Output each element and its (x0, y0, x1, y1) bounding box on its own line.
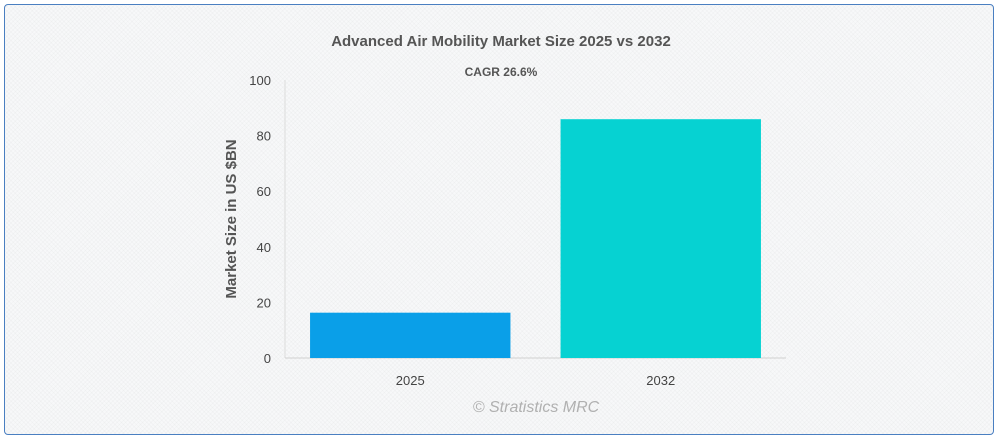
x-tick-label: 2032 (646, 373, 675, 388)
x-axis: 2025 2032 (396, 373, 675, 388)
y-tick-label: 60 (257, 184, 271, 199)
chart-subtitle: CAGR 26.6% (465, 65, 538, 79)
watermark: © Stratistics MRC (473, 399, 600, 416)
y-tick-label: 100 (249, 73, 271, 88)
bar-2032 (560, 119, 761, 358)
y-tick-label: 40 (257, 240, 271, 255)
bars (310, 119, 761, 358)
y-axis: 0 20 40 60 80 100 (249, 73, 271, 366)
chart-title: Advanced Air Mobility Market Size 2025 v… (331, 33, 671, 50)
y-tick-label: 0 (264, 351, 271, 366)
y-axis-label: Market Size in US $BN (223, 139, 240, 298)
x-tick-label: 2025 (396, 373, 425, 388)
y-tick-label: 20 (257, 295, 271, 310)
y-tick-label: 80 (257, 129, 271, 144)
chart-frame (4, 4, 994, 435)
bar-2025 (310, 312, 511, 358)
